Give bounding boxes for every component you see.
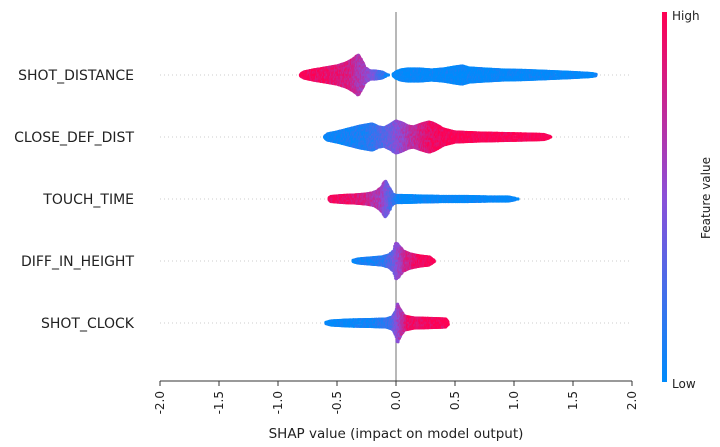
feature-swarm <box>298 53 598 97</box>
feature-swarm <box>327 179 520 219</box>
feature-swarm <box>322 119 553 155</box>
shap-point <box>386 73 391 77</box>
beeswarm-layer <box>298 53 598 344</box>
shap-point <box>594 74 598 78</box>
shap-point <box>548 135 553 139</box>
